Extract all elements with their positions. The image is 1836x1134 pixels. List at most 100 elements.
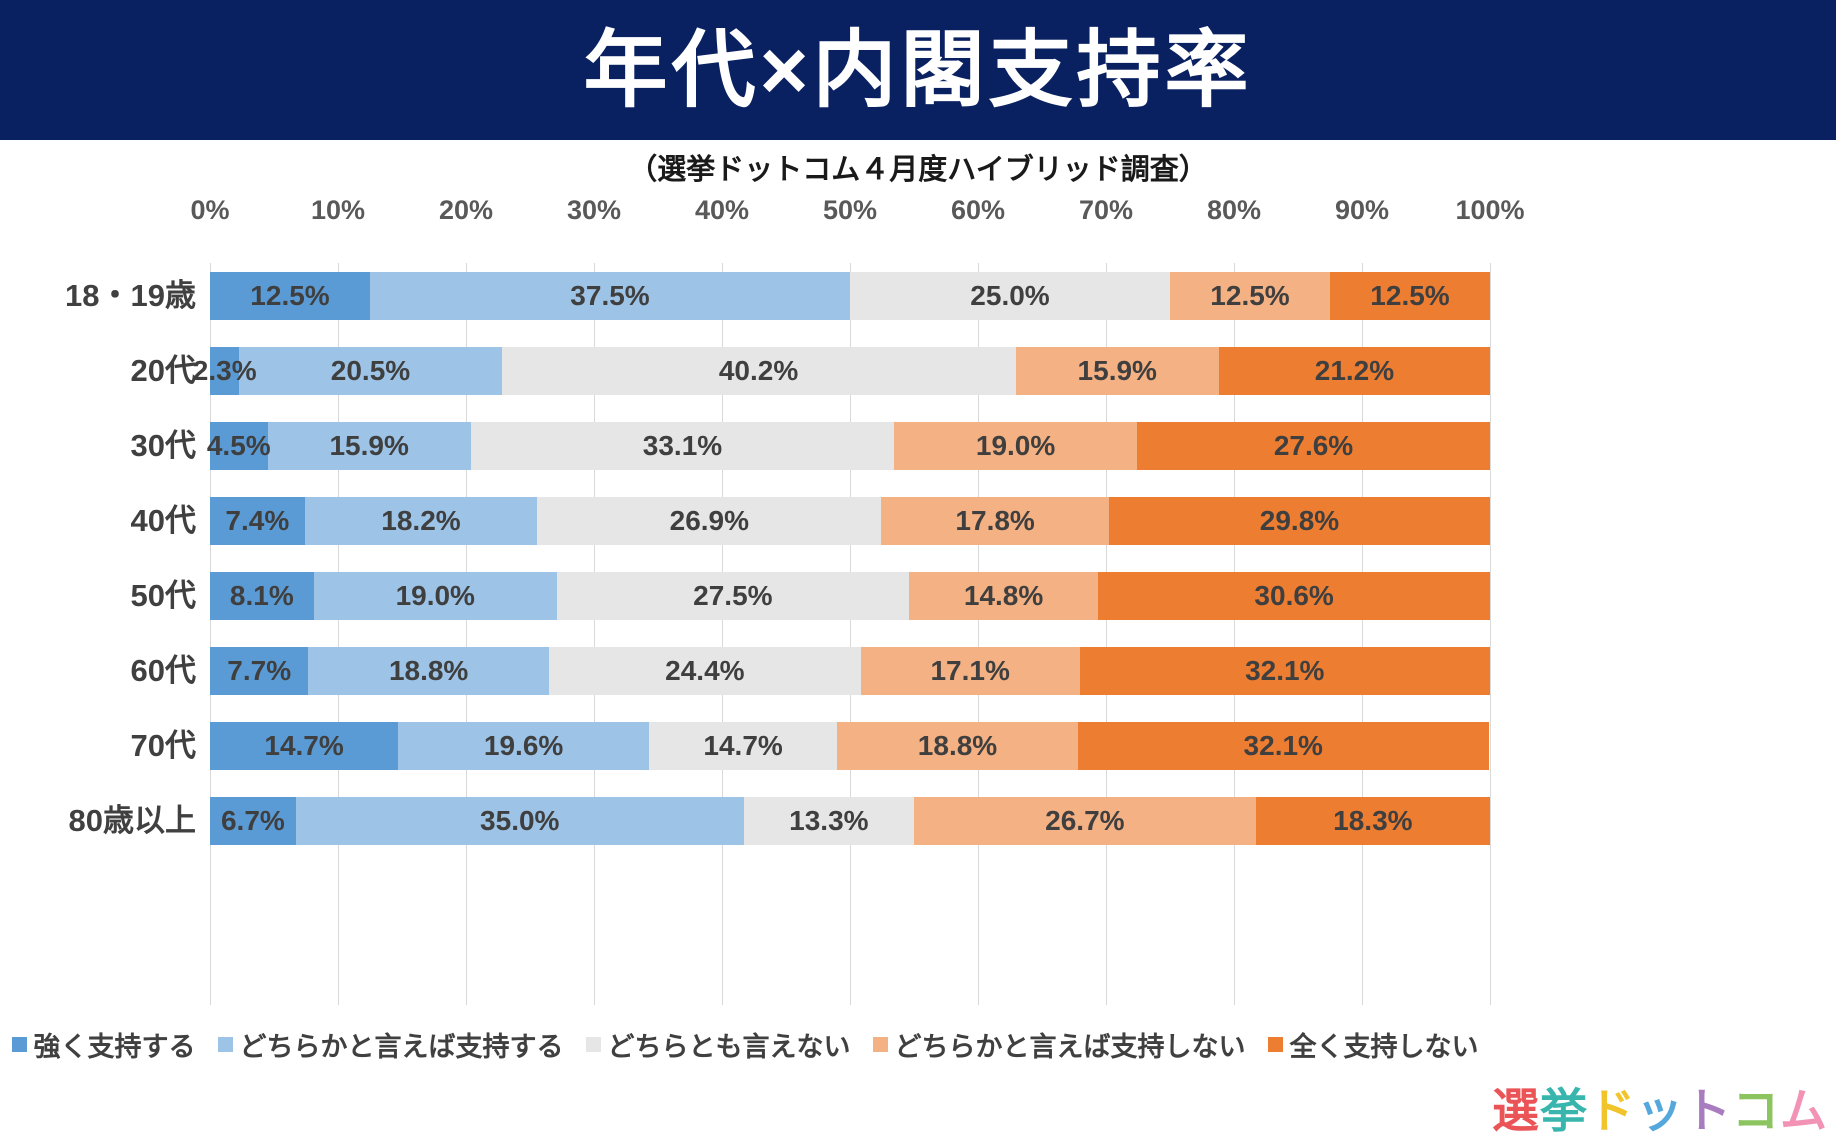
gridline [721,263,723,1005]
legend-item: どちらかと言えば支持しない [872,1025,1246,1064]
bar-segment: 32.1% [1077,722,1489,770]
bar-row: 30代 4.5% 15.9% 33.1% 19.0% 27.6% [131,422,1490,470]
bar-segment: 33.1% [470,422,895,470]
bar-segment: 29.8% [1108,497,1490,545]
axis-tick: 90% [1334,195,1390,225]
bar-segment: 32.1% [1079,647,1491,695]
bar-segment: 12.5% [1170,272,1330,320]
axis-tick: 60% [950,195,1006,225]
bar-segment-label: 19.6% [483,730,564,761]
legend-label: 強く支持する [33,1031,196,1062]
bar-segment: 21.2% [1218,347,1490,395]
chart-subtitle: （選挙ドットコム４月度ハイブリッド調査） [628,154,1208,186]
bar-segment: 26.7% [913,797,1256,845]
bar-segment: 35.0% [295,797,744,845]
bar-segment-label: 12.5% [1370,280,1450,311]
category-label: 40代 [130,503,196,538]
legend-label: 全く支持しない [1289,1031,1479,1062]
bar-segment-label: 17.1% [930,655,1010,686]
bar-segment: 19.0% [313,572,557,620]
axis-tick: 0% [190,195,230,225]
bar-row: 40代 7.4% 18.2% 26.9% 17.8% 29.8% [131,497,1490,545]
bar-segment: 19.6% [398,722,650,770]
bar-segment: 26.9% [537,497,882,545]
axis-tick: 20% [438,195,494,225]
bar-segment: 14.7% [649,722,838,770]
legend-item: 強く支持する [11,1025,196,1064]
bar-segment: 40.2% [501,347,1016,395]
axis-tick: 80% [1206,195,1262,225]
bar-segment: 17.8% [881,497,1109,545]
legend: 強く支持する どちらかと言えば支持する どちらとも言えない どちらかと言えば支持しない… [0,1020,1490,1068]
logo-char: コ [1732,1084,1780,1134]
bar-segment: 37.5% [370,272,850,320]
bar-segment-label: 8.1% [229,580,294,611]
bar-row: 18・19歳 12.5% 37.5% 25.0% 12.5% 12.5% [65,272,1490,320]
logo-char: ド [1588,1084,1636,1134]
bar-segment: 19.0% [894,422,1138,470]
bar-segment-label: 19.0% [975,430,1056,461]
bar-segment-label: 33.1% [642,430,723,461]
bar-segment-label: 12.5% [250,280,330,311]
bar-segment-label: 15.9% [1077,355,1157,386]
logo-char: 選 [1492,1084,1540,1134]
category-label: 50代 [130,578,196,613]
category-label: 80歳以上 [68,803,196,838]
bar-segment-label: 14.8% [963,580,1044,611]
senkyo-dotcom-logo: 選挙ドットコム [1492,1072,1828,1134]
legend-swatch [872,1036,888,1052]
bar-segment-label: 27.6% [1273,430,1354,461]
bar-segment: 18.2% [304,497,538,545]
bar-segment-label: 20.5% [330,355,411,386]
bar-segment: 4.5% [207,422,271,470]
legend-item: どちらとも言えない [585,1025,851,1064]
gridline [1361,263,1363,1005]
bar-row: 80歳以上 6.7% 35.0% 13.3% 26.7% 18.3% [69,797,1490,845]
bar-segment-label: 40.2% [718,355,799,386]
bar-segment-label: 13.3% [789,805,869,836]
gridline [977,263,979,1005]
axis-tick: 40% [694,195,750,225]
bar-segment-label: 17.8% [955,505,1035,536]
gridline [593,263,595,1005]
category-label: 60代 [130,653,196,688]
logo-char: ッ [1636,1084,1684,1134]
gridline [209,263,211,1005]
header-band: 年代×内閣支持率 [0,0,1836,140]
bar-segment-label: 14.7% [264,730,344,761]
legend-swatch [1267,1036,1283,1052]
bar-row: 20代 2.3% 20.5% 40.2% 15.9% 21.2% [131,347,1490,395]
bar-segment: 25.0% [850,272,1170,320]
legend-label: どちらかと言えば支持しない [894,1031,1246,1062]
bar-segment: 24.4% [548,647,861,695]
page-title: 年代×内閣支持率 [583,23,1253,117]
bar-segment: 17.1% [860,647,1080,695]
bar-segment-label: 15.9% [329,430,409,461]
bar-segment: 20.5% [239,347,502,395]
bar-segment: 18.3% [1255,797,1490,845]
axis-tick: 30% [566,195,622,225]
category-label: 20代 [130,353,196,388]
bar-segment: 14.8% [908,572,1099,620]
bar-segment-label: 24.4% [665,655,745,686]
bar-segment-label: 35.0% [480,805,560,836]
axis-tick: 50% [822,195,878,225]
bar-segment-label: 12.5% [1210,280,1290,311]
bar-segment-label: 26.9% [669,505,750,536]
bar-segment-label: 27.5% [693,580,773,611]
bar-segment: 6.7% [210,797,296,845]
bar-segment-label: 21.2% [1314,355,1395,386]
gridline [849,263,851,1005]
bar-segment: 13.3% [743,797,914,845]
bar-segment-label: 37.5% [570,280,650,311]
bar-segment-label: 18.8% [388,655,469,686]
axis-tick: 10% [310,195,366,225]
bar-segment: 7.7% [210,647,309,695]
bar-segment-label: 30.6% [1254,580,1334,611]
bar-segment: 27.6% [1137,422,1490,470]
category-label: 30代 [130,428,196,463]
axis-tick: 70% [1078,195,1134,225]
bar-segment: 18.8% [308,647,549,695]
bar-segment: 15.9% [1015,347,1219,395]
